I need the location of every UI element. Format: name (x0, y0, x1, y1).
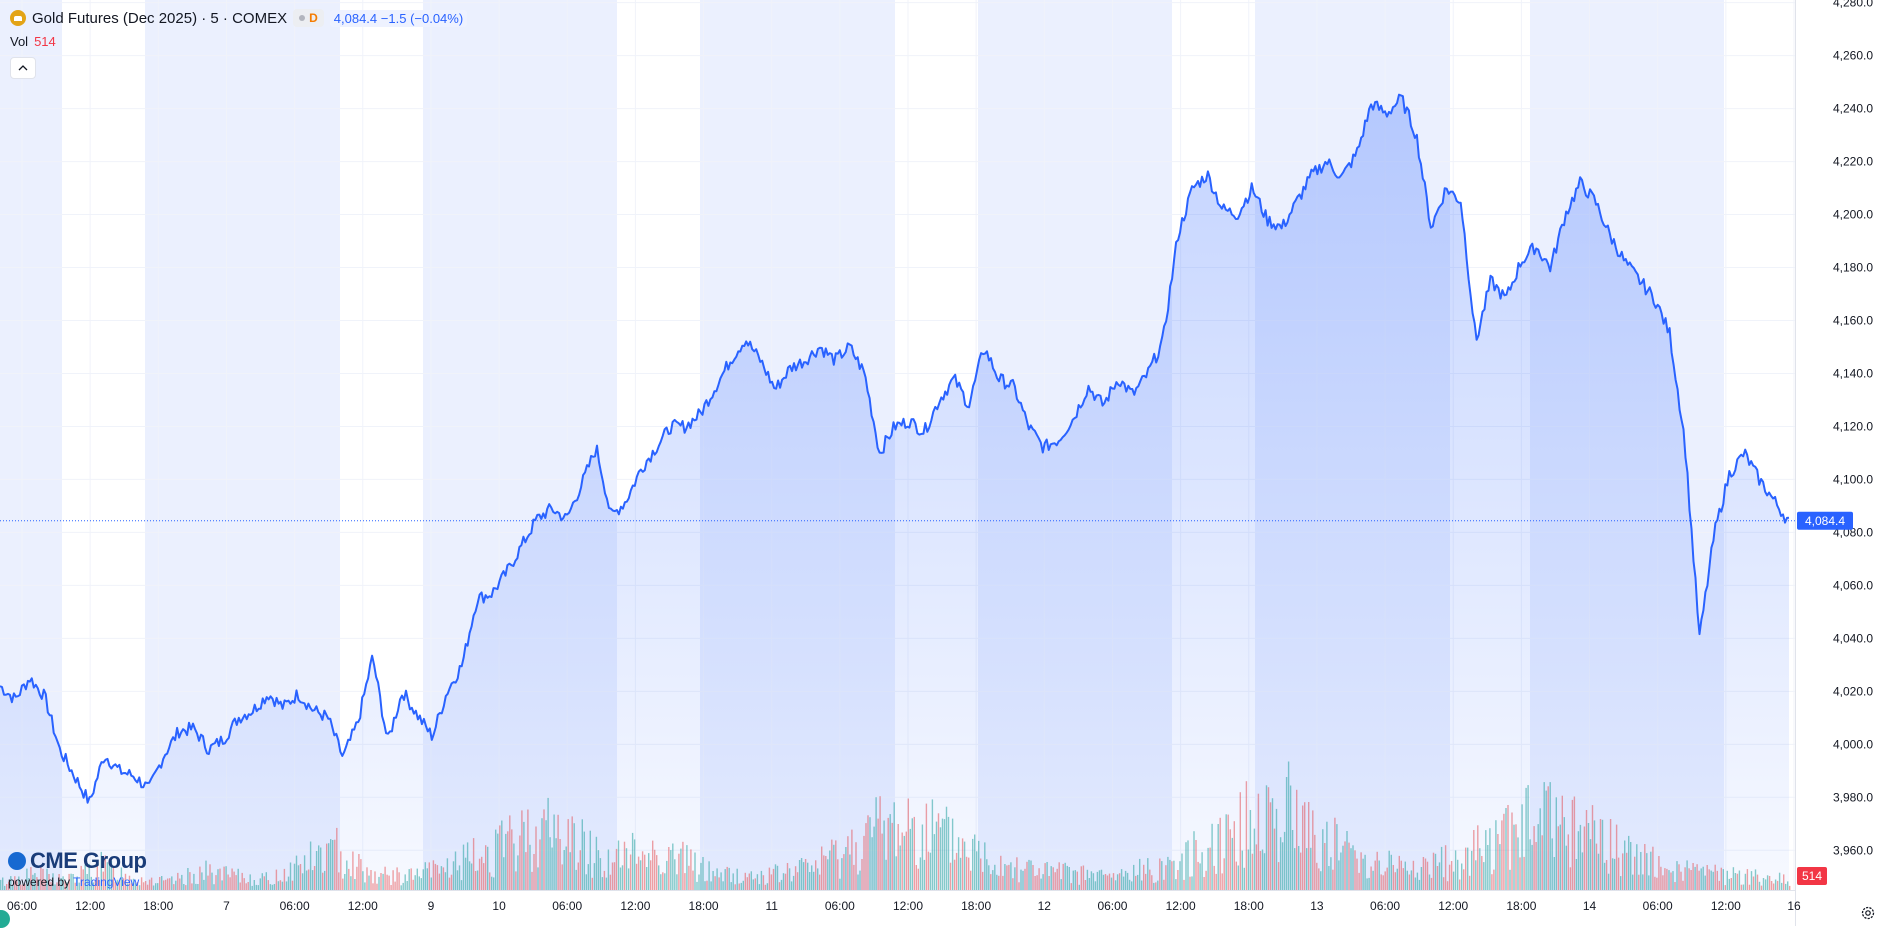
symbol-title[interactable]: Gold Futures (Dec 2025) · 5 · COMEX (32, 9, 288, 27)
y-tick-label: 4,280.0 (1833, 0, 1873, 10)
volume-tag (1797, 867, 1827, 885)
x-tick-label: 12:00 (1166, 899, 1196, 913)
y-tick-label: 4,200.0 (1833, 208, 1873, 222)
y-tick-label: 4,220.0 (1833, 155, 1873, 169)
delay-badge[interactable]: D (293, 9, 324, 27)
status-dot-icon (299, 15, 306, 21)
price-readout: 4,084.4 −1.5 (−0.04%) (329, 9, 468, 27)
gold-bars-icon (10, 10, 26, 26)
chevron-up-icon (18, 65, 28, 71)
y-tick-label: 4,000.0 (1833, 737, 1873, 751)
y-tick-label: 4,060.0 (1833, 578, 1873, 592)
x-tick-label: 12:00 (348, 899, 378, 913)
x-tick-label: 12:00 (893, 899, 923, 913)
tradingview-link[interactable]: TradingView (73, 875, 140, 889)
y-tick-label: 3,980.0 (1833, 790, 1873, 804)
x-tick-label: 06:00 (7, 899, 37, 913)
x-tick-label: 11 (765, 899, 778, 913)
x-tick-label: 06:00 (1643, 899, 1673, 913)
x-tick-label: 18:00 (1234, 899, 1264, 913)
powered-by[interactable]: powered by TradingView (8, 875, 147, 889)
y-tick-label: 4,160.0 (1833, 314, 1873, 328)
last-price: 4,084.4 (333, 10, 378, 26)
y-tick-label: 4,140.0 (1833, 366, 1873, 380)
x-tick-label: 12 (1038, 899, 1052, 913)
branding[interactable]: CME Group powered by TradingView (8, 848, 147, 889)
x-tick-label: 12:00 (1438, 899, 1468, 913)
y-tick-label: 4,120.0 (1833, 419, 1873, 433)
price-line (0, 93, 1790, 804)
cme-logo-text: CME Group (30, 848, 147, 873)
x-tick-label: 18:00 (143, 899, 173, 913)
x-tick-label: 7 (223, 899, 230, 913)
volume-value: 514 (34, 34, 56, 49)
x-tick-label: 9 (428, 899, 435, 913)
x-tick-label: 10 (492, 899, 506, 913)
y-tick-label: 3,960.0 (1833, 843, 1873, 857)
x-tick-label: 06:00 (1370, 899, 1400, 913)
price-change-pct: (−0.04%) (410, 10, 464, 26)
powered-prefix: powered by (8, 875, 71, 889)
x-tick-label: 18:00 (961, 899, 991, 913)
x-tick-label: 12:00 (1711, 899, 1741, 913)
globe-icon (8, 852, 26, 870)
x-tick-label: 14 (1583, 899, 1597, 913)
y-tick-label: 4,040.0 (1833, 631, 1873, 645)
volume-label: Vol (10, 34, 29, 49)
x-tick-label: 18:00 (1506, 899, 1536, 913)
volume-legend[interactable]: Vol 514 (10, 34, 56, 49)
price-change: −1.5 (380, 10, 407, 26)
collapse-legend-button[interactable] (10, 57, 36, 79)
x-tick-label: 06:00 (552, 899, 582, 913)
volume-bar (1789, 885, 1791, 890)
corner-badge-icon[interactable] (0, 910, 10, 928)
x-tick-label: 12:00 (75, 899, 105, 913)
x-tick-label: 06:00 (825, 899, 855, 913)
y-tick-label: 4,180.0 (1833, 261, 1873, 275)
cme-logo: CME Group (8, 848, 147, 874)
last-price-tag (1797, 511, 1853, 530)
gear-icon[interactable] (1860, 905, 1876, 921)
delay-label: D (309, 11, 318, 25)
y-tick-label: 4,240.0 (1833, 102, 1873, 116)
volume-tag-label: 514 (1802, 869, 1822, 883)
y-tick-label: 4,100.0 (1833, 472, 1873, 486)
last-price-label: 4,084.4 (1805, 514, 1845, 528)
x-tick-label: 06:00 (1097, 899, 1127, 913)
x-tick-label: 06:00 (280, 899, 310, 913)
y-tick-label: 4,020.0 (1833, 684, 1873, 698)
x-tick-label: 12:00 (620, 899, 650, 913)
x-tick-label: 13 (1310, 899, 1324, 913)
x-tick-label: 18:00 (689, 899, 719, 913)
x-tick-label: 16 (1787, 899, 1801, 913)
price-area-fill (0, 94, 1789, 890)
y-tick-label: 4,260.0 (1833, 49, 1873, 63)
chart-legend: Gold Futures (Dec 2025) · 5 · COMEX D 4,… (10, 9, 468, 27)
